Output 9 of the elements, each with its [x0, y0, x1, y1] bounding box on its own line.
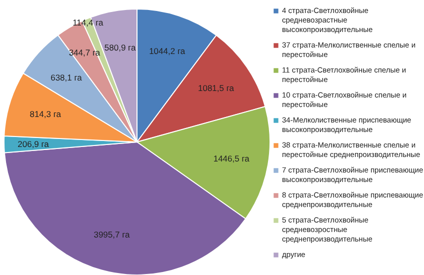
data-label: 638,1 га	[50, 72, 82, 82]
data-label: 1081,5 га	[198, 82, 234, 93]
data-label: 1446,5 га	[213, 153, 250, 164]
data-label: 3995,7 га	[94, 229, 130, 240]
data-label: 206,9 га	[18, 138, 50, 149]
data-label: 1044,2 га	[149, 46, 186, 56]
data-label: 114,4 га	[72, 18, 104, 28]
data-label: 814,3 га	[30, 109, 62, 120]
data-label: 580,9 га	[104, 42, 136, 53]
